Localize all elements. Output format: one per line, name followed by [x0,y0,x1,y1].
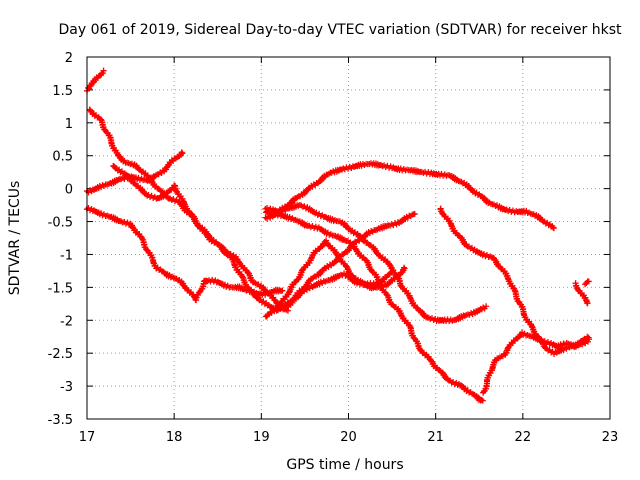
chart-title: Day 061 of 2019, Sidereal Day-to-day VTE… [59,22,622,38]
series-arc14 [572,280,591,307]
x-tick-label: 18 [166,430,183,445]
data-point [389,267,396,274]
data-point [279,287,286,294]
y-axis-label: SDTVAR / TECUs [7,181,23,296]
series-arc13 [480,329,593,396]
series-arc5 [83,204,286,304]
series-arc3 [83,149,186,196]
series-arc15 [582,278,592,288]
y-tick-label: -3.5 [48,413,73,428]
y-tick-label: 0 [65,183,73,198]
series-arc9 [262,160,557,232]
y-tick-label: -2.5 [48,347,73,362]
data-point [478,396,485,403]
plot-frame [86,56,611,420]
x-tick-label: 23 [602,430,619,445]
data-point [401,265,408,272]
data-point [224,249,231,256]
data-point [196,289,203,296]
data-point [479,397,486,404]
x-tick-label: 20 [340,430,357,445]
y-tick-label: 2 [65,51,73,66]
data-point [550,225,557,232]
y-tick-label: -0.5 [48,216,73,231]
y-tick-label: 1 [65,117,73,132]
y-tick-label: 1.5 [52,84,73,99]
y-tick-label: -1.5 [48,281,73,296]
x-tick-label: 17 [79,430,96,445]
y-tick-label: -3 [60,380,73,395]
data-point [483,303,490,310]
y-tick-label: 0.5 [52,150,73,165]
data-point [584,300,591,307]
data-point [586,336,593,343]
data-point [411,210,418,217]
x-tick-label: 21 [427,430,444,445]
data-point [100,67,107,74]
series-arc11 [284,210,418,310]
data-point [178,149,185,156]
y-tick-label: -2 [60,314,73,329]
data-markers [83,67,593,404]
data-point [179,150,186,157]
data-point [585,278,592,285]
data-point [279,204,286,211]
data-point [152,172,159,179]
x-tick-label: 19 [253,430,270,445]
series-arc7 [262,202,490,325]
x-axis-label: GPS time / hours [286,457,403,473]
x-tick-label: 22 [515,430,532,445]
y-tick-label: -1 [60,248,73,263]
series-arc10 [276,237,396,310]
axis-ticks: 17 18 19 20 21 22 23 2 1.5 1 0.5 0 -0.5 -1 -1.5 -2 -2.5 -… [48,51,619,445]
